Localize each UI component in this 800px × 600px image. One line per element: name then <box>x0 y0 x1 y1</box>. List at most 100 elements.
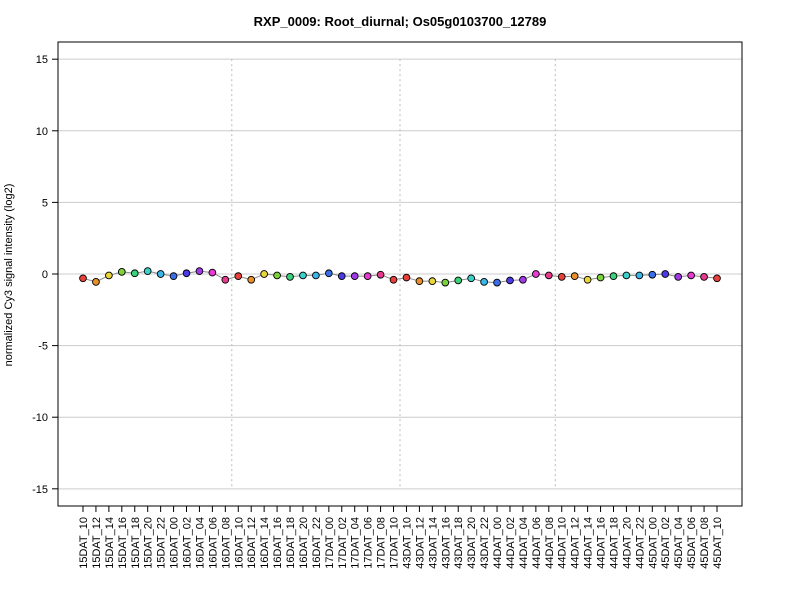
data-point-11 <box>221 275 230 284</box>
x-tick-label-24: 17DAT_10 <box>389 517 401 569</box>
data-point-22 <box>363 272 372 280</box>
x-tick-label-5: 15DAT_20 <box>143 517 155 569</box>
x-tick-label-14: 16DAT_14 <box>259 517 271 569</box>
data-point-12 <box>234 272 243 280</box>
x-tick-label-42: 44DAT_20 <box>621 517 633 569</box>
x-tick-label-16: 16DAT_18 <box>285 517 297 569</box>
x-tick-label-12: 16DAT_10 <box>233 517 245 569</box>
x-tick-label-38: 44DAT_12 <box>570 517 582 569</box>
data-point-49 <box>713 274 721 283</box>
x-tick-label-37: 44DAT_10 <box>557 517 569 569</box>
data-point-5 <box>143 267 152 275</box>
x-tick-label-13: 16DAT_12 <box>246 517 258 569</box>
x-tick-label-28: 43DAT_16 <box>440 517 452 569</box>
data-point-31 <box>480 278 488 286</box>
x-tick-label-47: 45DAT_06 <box>686 517 698 569</box>
data-point-43 <box>635 271 644 280</box>
x-tick-label-22: 17DAT_06 <box>363 517 375 569</box>
x-tick-label-19: 17DAT_00 <box>324 517 336 569</box>
data-point-1 <box>92 278 100 286</box>
x-tick-label-30: 43DAT_20 <box>466 517 478 569</box>
data-point-6 <box>156 270 165 278</box>
data-points <box>79 267 721 287</box>
data-point-24 <box>389 275 398 284</box>
x-tick-label-3: 15DAT_16 <box>117 517 129 569</box>
data-point-19 <box>324 269 333 278</box>
x-tick-label-35: 44DAT_06 <box>531 517 543 569</box>
y-tick-label-5: 10 <box>36 126 48 138</box>
chart-title: RXP_0009: Root_diurnal; Os05g0103700_127… <box>254 14 547 29</box>
x-tick-label-7: 16DAT_00 <box>169 517 181 569</box>
data-point-17 <box>299 271 307 280</box>
data-point-34 <box>519 275 527 284</box>
x-tick-label-8: 16DAT_02 <box>182 517 194 569</box>
data-point-33 <box>506 276 514 285</box>
x-tick-label-29: 43DAT_18 <box>453 517 465 569</box>
x-tick-label-17: 16DAT_20 <box>298 517 310 569</box>
x-tick-label-32: 44DAT_00 <box>492 517 504 569</box>
x-tick-label-49: 45DAT_10 <box>712 517 724 569</box>
data-point-25 <box>402 273 411 282</box>
x-tick-label-33: 44DAT_02 <box>505 517 517 569</box>
x-tick-label-34: 44DAT_04 <box>518 517 530 569</box>
y-tick-label-1: -10 <box>32 412 48 424</box>
y-tick-label-0: -15 <box>32 484 48 496</box>
data-point-42 <box>622 271 631 280</box>
x-tick-label-45: 45DAT_02 <box>660 517 672 569</box>
x-tick-label-15: 16DAT_16 <box>272 517 284 569</box>
data-point-20 <box>337 272 346 280</box>
x-tick-label-31: 43DAT_22 <box>479 517 491 569</box>
data-point-23 <box>376 270 385 279</box>
y-axis: -15 -10 -5 0 5 10 15 <box>32 54 58 496</box>
data-point-7 <box>169 272 178 280</box>
data-point-29 <box>454 276 463 285</box>
x-tick-label-4: 15DAT_18 <box>130 517 142 569</box>
x-tick-label-48: 45DAT_08 <box>699 517 711 569</box>
x-tick-label-18: 16DAT_22 <box>311 517 323 569</box>
group-separators <box>231 59 556 489</box>
data-point-32 <box>493 278 501 287</box>
x-tick-label-26: 43DAT_12 <box>414 517 426 569</box>
data-point-18 <box>312 271 320 280</box>
data-point-14 <box>260 270 268 278</box>
x-tick-label-27: 43DAT_14 <box>427 517 439 569</box>
x-tick-label-40: 44DAT_16 <box>596 517 608 569</box>
data-point-30 <box>467 274 476 283</box>
x-tick-label-41: 44DAT_18 <box>608 517 620 569</box>
y-tick-label-4: 5 <box>42 197 48 209</box>
y-axis-label: normalized Cy3 signal intensity (log2) <box>3 184 15 367</box>
x-tick-label-20: 17DAT_02 <box>337 517 349 569</box>
x-tick-label-6: 15DAT_22 <box>156 517 168 569</box>
x-tick-label-21: 17DAT_04 <box>350 517 362 569</box>
data-point-2 <box>105 271 113 280</box>
data-point-13 <box>247 275 256 284</box>
x-tick-label-23: 17DAT_08 <box>376 517 388 569</box>
data-point-28 <box>441 278 450 287</box>
y-tick-label-2: -5 <box>38 341 48 353</box>
data-point-39 <box>583 275 592 284</box>
data-point-36 <box>544 271 553 280</box>
x-tick-label-9: 16DAT_04 <box>194 517 206 569</box>
data-point-40 <box>596 273 605 282</box>
data-point-44 <box>648 270 657 279</box>
x-tick-label-44: 45DAT_00 <box>647 517 659 569</box>
data-point-26 <box>415 277 424 286</box>
data-point-4 <box>130 269 139 278</box>
data-point-35 <box>532 270 540 278</box>
data-point-47 <box>687 271 695 280</box>
y-tick-label-6: 15 <box>36 54 48 66</box>
data-point-45 <box>661 270 670 278</box>
x-tick-label-10: 16DAT_06 <box>207 517 219 569</box>
x-tick-label-46: 45DAT_04 <box>673 517 685 569</box>
data-point-21 <box>350 272 359 280</box>
data-point-9 <box>195 267 204 275</box>
x-tick-label-2: 15DAT_14 <box>104 517 116 569</box>
data-point-38 <box>570 272 579 280</box>
x-tick-label-1: 15DAT_12 <box>91 517 103 569</box>
data-point-0 <box>79 274 87 283</box>
data-point-15 <box>273 271 281 280</box>
data-point-46 <box>674 273 683 281</box>
y-tick-label-3: 0 <box>42 269 48 281</box>
x-tick-label-11: 16DAT_08 <box>220 517 232 569</box>
